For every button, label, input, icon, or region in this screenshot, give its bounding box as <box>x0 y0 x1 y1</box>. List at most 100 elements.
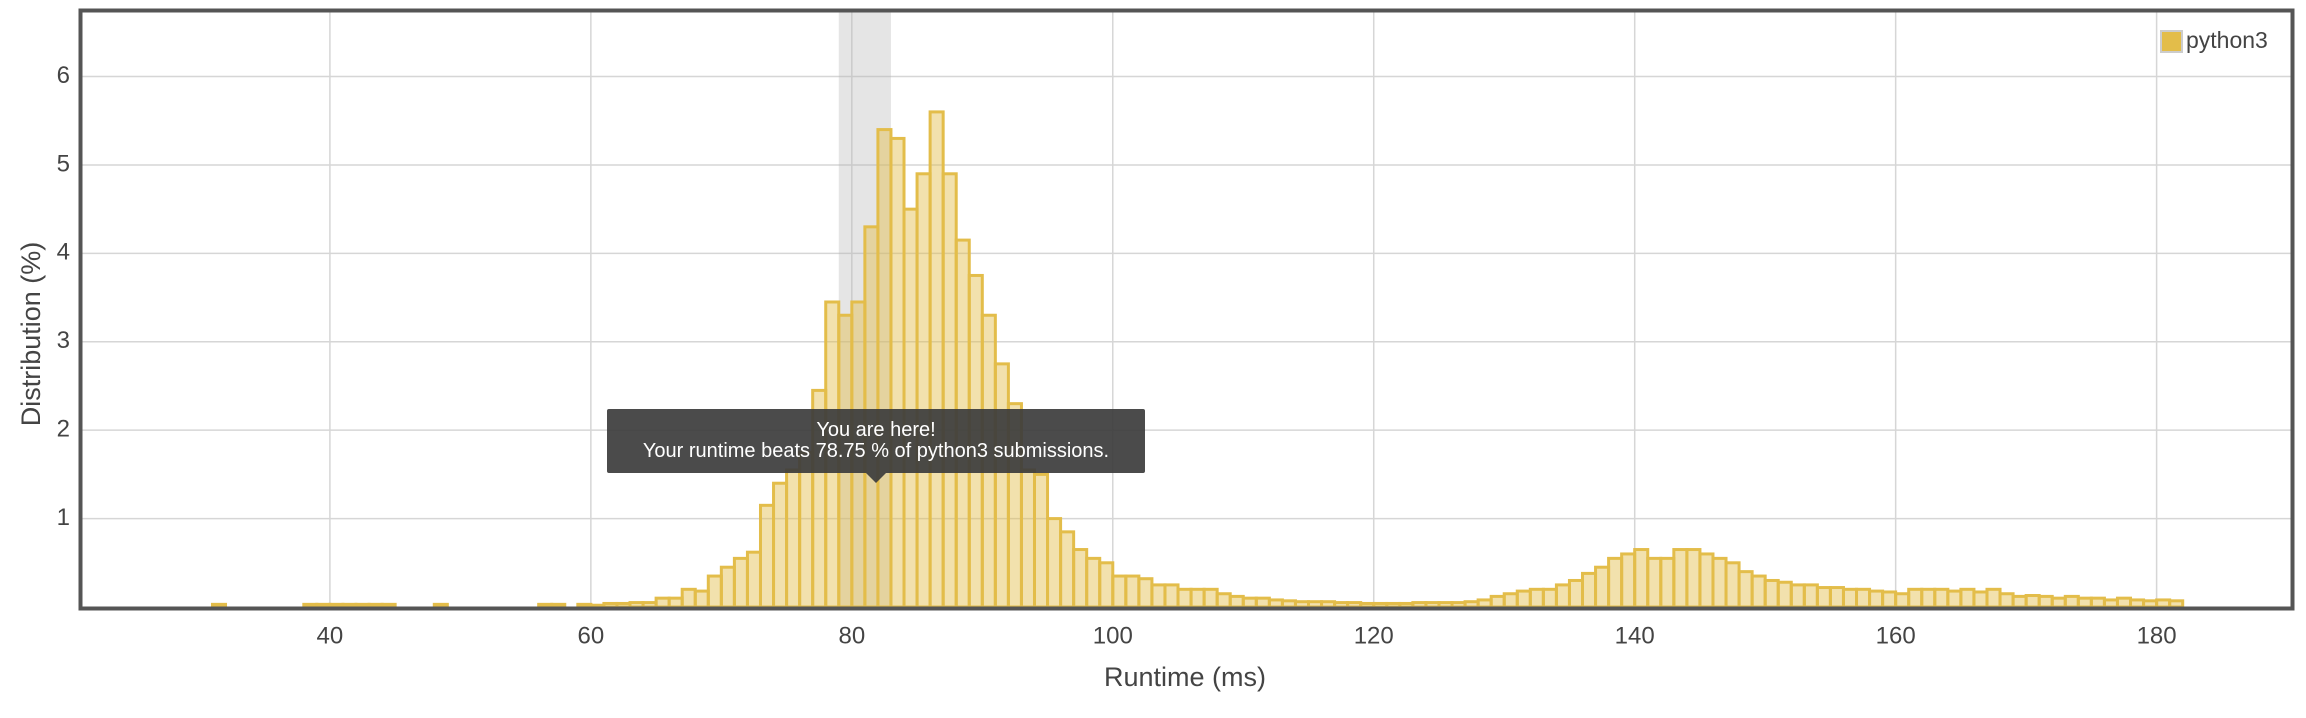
legend-label: python3 <box>2186 27 2268 53</box>
bar <box>1594 565 1611 609</box>
bar <box>1476 598 1493 609</box>
x-tick-label: 160 <box>1876 622 1916 649</box>
y-tick-label: 5 <box>57 150 70 177</box>
x-tick-label: 40 <box>317 622 344 649</box>
bar <box>1463 600 1480 609</box>
bar <box>2142 599 2159 609</box>
tooltip: You are here! Your runtime beats 78.75 %… <box>607 409 1145 483</box>
y-tick-label: 2 <box>57 416 70 443</box>
bar <box>1241 596 1258 609</box>
bar <box>1776 580 1793 609</box>
bar <box>1685 548 1702 609</box>
bar <box>1946 589 1963 609</box>
bar <box>1998 592 2015 609</box>
bar <box>1267 598 1284 609</box>
bar <box>1607 556 1624 609</box>
bar <box>1672 548 1689 609</box>
bar <box>785 468 802 609</box>
bar <box>1750 574 1767 609</box>
bar <box>1333 601 1350 609</box>
bar <box>1541 587 1558 609</box>
bar <box>876 128 893 609</box>
bar <box>1137 577 1154 609</box>
bar <box>1163 583 1180 609</box>
bar <box>1372 601 1389 609</box>
y-tick-label: 6 <box>57 62 70 89</box>
bar <box>915 172 932 609</box>
bar <box>1959 587 1976 609</box>
bar <box>798 450 815 609</box>
bar <box>1346 601 1363 609</box>
bar <box>1489 594 1506 609</box>
bar <box>1306 600 1324 609</box>
bar <box>928 110 945 609</box>
bar <box>1293 600 1310 609</box>
bar <box>1411 601 1428 609</box>
x-tick-label: 80 <box>838 622 865 649</box>
bar <box>1098 561 1115 609</box>
bar <box>772 481 789 609</box>
bar <box>1620 552 1637 609</box>
bar <box>2115 596 2133 609</box>
bar <box>732 556 749 609</box>
y-tick-label: 4 <box>57 239 70 266</box>
bar <box>1985 587 2002 609</box>
bar <box>1528 587 1545 609</box>
bar <box>1920 587 1937 609</box>
bar <box>1581 571 1598 609</box>
bar <box>1228 594 1245 609</box>
bar <box>2089 596 2106 609</box>
bar <box>1280 599 1297 609</box>
bar <box>745 550 762 609</box>
bar <box>1085 556 1102 609</box>
bar <box>1124 574 1141 609</box>
bar <box>1502 592 1519 609</box>
x-axis-label: Runtime (ms) <box>1104 662 1266 692</box>
bar <box>1868 589 1885 609</box>
bar <box>1828 586 1845 609</box>
bar <box>889 136 906 609</box>
bar <box>1254 596 1271 609</box>
bar <box>1202 587 1219 609</box>
bar <box>2102 598 2119 609</box>
bar <box>1711 556 1728 609</box>
tooltip-text: Your runtime beats 78.75 % of python3 su… <box>642 440 1110 462</box>
bar <box>2063 594 2080 609</box>
bar <box>1881 590 1898 609</box>
bar <box>1398 601 1415 609</box>
bar <box>1215 592 1232 609</box>
bar <box>1046 517 1063 609</box>
bar <box>1815 586 1832 609</box>
bar <box>1894 592 1911 609</box>
bar <box>1320 600 1337 609</box>
bar <box>1659 556 1676 609</box>
bar <box>1646 556 1663 609</box>
bar <box>993 362 1010 609</box>
bar <box>1515 589 1532 609</box>
bar <box>2155 598 2172 609</box>
bar <box>1972 590 1989 609</box>
bar <box>628 601 645 609</box>
bar <box>1450 601 1467 609</box>
bar <box>1150 583 1167 609</box>
bar <box>941 172 958 609</box>
bar <box>1841 587 1859 609</box>
bar <box>1059 530 1076 609</box>
bar <box>1567 578 1585 609</box>
bar <box>758 503 776 609</box>
bar <box>615 601 632 609</box>
bar <box>1189 587 1206 609</box>
bar <box>680 587 697 609</box>
bar <box>1554 583 1571 609</box>
x-tick-label: 60 <box>578 622 605 649</box>
bar <box>2050 596 2067 609</box>
bar <box>1698 552 1715 609</box>
bar <box>1424 601 1441 609</box>
bar <box>2011 594 2028 609</box>
bar <box>693 589 710 609</box>
bar <box>1176 587 1193 609</box>
bar <box>1359 601 1376 609</box>
bar <box>1111 574 1128 609</box>
